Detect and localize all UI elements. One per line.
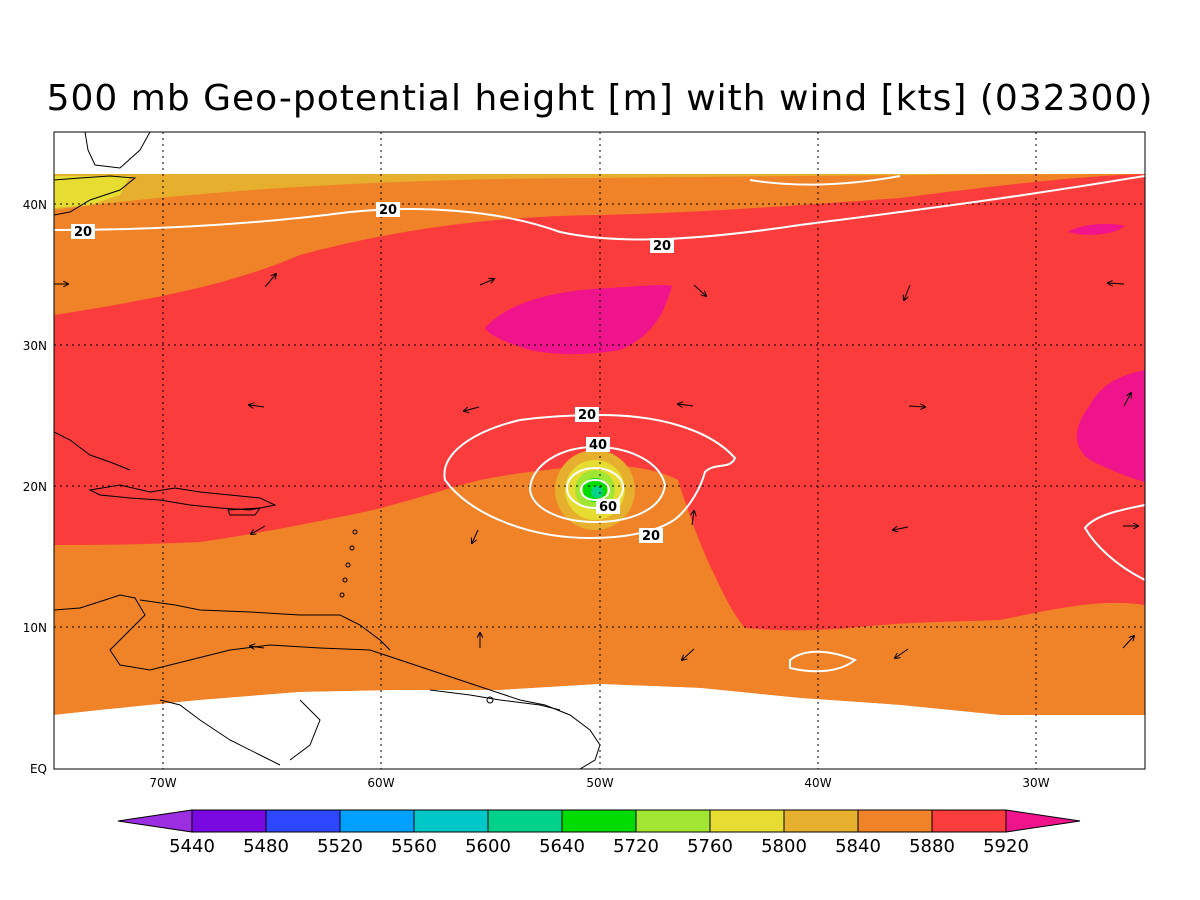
svg-text:20: 20	[74, 225, 92, 240]
colorbar-segment	[857, 809, 933, 833]
shade-5960-ne	[1068, 224, 1125, 235]
wind-contours	[54, 175, 1145, 673]
lon-label: 30W	[1022, 776, 1049, 790]
colorbar-high-arrow	[1005, 809, 1081, 833]
colorbar-segment	[931, 809, 1007, 833]
colorbar-segment	[191, 809, 267, 833]
colorbar	[117, 809, 1081, 833]
colorbar-label: 5720	[613, 836, 659, 857]
svg-text:20: 20	[642, 529, 660, 544]
shade-core-5640	[591, 486, 603, 498]
colorbar-segment	[635, 809, 711, 833]
colorbar-segment	[265, 809, 341, 833]
colorbar-label: 5880	[909, 836, 955, 857]
lon-label: 40W	[804, 776, 831, 790]
colorbar-label: 5800	[761, 836, 807, 857]
lon-label: 70W	[149, 776, 176, 790]
lat-axis-labels: EQ 10N 20N 30N 40N	[23, 198, 47, 776]
colorbar-label: 5600	[465, 836, 511, 857]
lon-axis-labels: 70W 60W 50W 40W 30W	[149, 776, 1049, 790]
colorbar-segment	[339, 809, 415, 833]
plot-frame	[53, 131, 1146, 770]
contour-label: 20	[376, 202, 400, 218]
lon-label: 60W	[367, 776, 394, 790]
colorbar-segment	[783, 809, 859, 833]
svg-text:20: 20	[578, 408, 596, 423]
shade-5800	[54, 176, 130, 208]
colorbar-label: 5560	[391, 836, 437, 857]
coastlines	[54, 132, 601, 769]
map-title: 500 mb Geo-potential height [m] with win…	[46, 78, 1154, 119]
contour-label: 20	[71, 224, 95, 240]
colorbar-segment	[709, 809, 785, 833]
colorbar-label: 5920	[983, 836, 1029, 857]
contour-label: 20	[650, 238, 674, 254]
colorbar-segment	[561, 809, 637, 833]
colorbar-label: 5640	[539, 836, 585, 857]
lat-label: 30N	[23, 339, 47, 353]
colorbar-label: 5760	[687, 836, 733, 857]
contour-label: 20	[639, 528, 663, 544]
contour-labels: 20 20 20 20 40 60 20	[71, 202, 674, 544]
wind-vectors	[54, 274, 1138, 660]
svg-text:20: 20	[379, 203, 397, 218]
lat-label: 40N	[23, 198, 47, 212]
colorbar-low-arrow	[117, 809, 193, 833]
colorbar-labels: 5440 5480 5520 5560 5600 5640 5720 5760 …	[169, 836, 1029, 857]
shade-5960-center	[485, 285, 672, 355]
lat-label: 10N	[23, 621, 47, 635]
colorbar-label: 5520	[317, 836, 363, 857]
colorbar-label: 5840	[835, 836, 881, 857]
svg-text:60: 60	[599, 500, 617, 515]
contour-label: 20	[575, 407, 599, 423]
svg-text:20: 20	[653, 239, 671, 254]
lat-label: EQ	[30, 762, 47, 776]
colorbar-segment	[413, 809, 489, 833]
colorbar-label: 5480	[243, 836, 289, 857]
contour-label: 60	[596, 499, 620, 515]
lon-label: 50W	[586, 776, 613, 790]
svg-text:40: 40	[589, 438, 607, 453]
colorbar-label: 5440	[169, 836, 215, 857]
colorbar-segment	[487, 809, 563, 833]
lat-label: 20N	[23, 480, 47, 494]
contour-label: 40	[586, 437, 610, 453]
